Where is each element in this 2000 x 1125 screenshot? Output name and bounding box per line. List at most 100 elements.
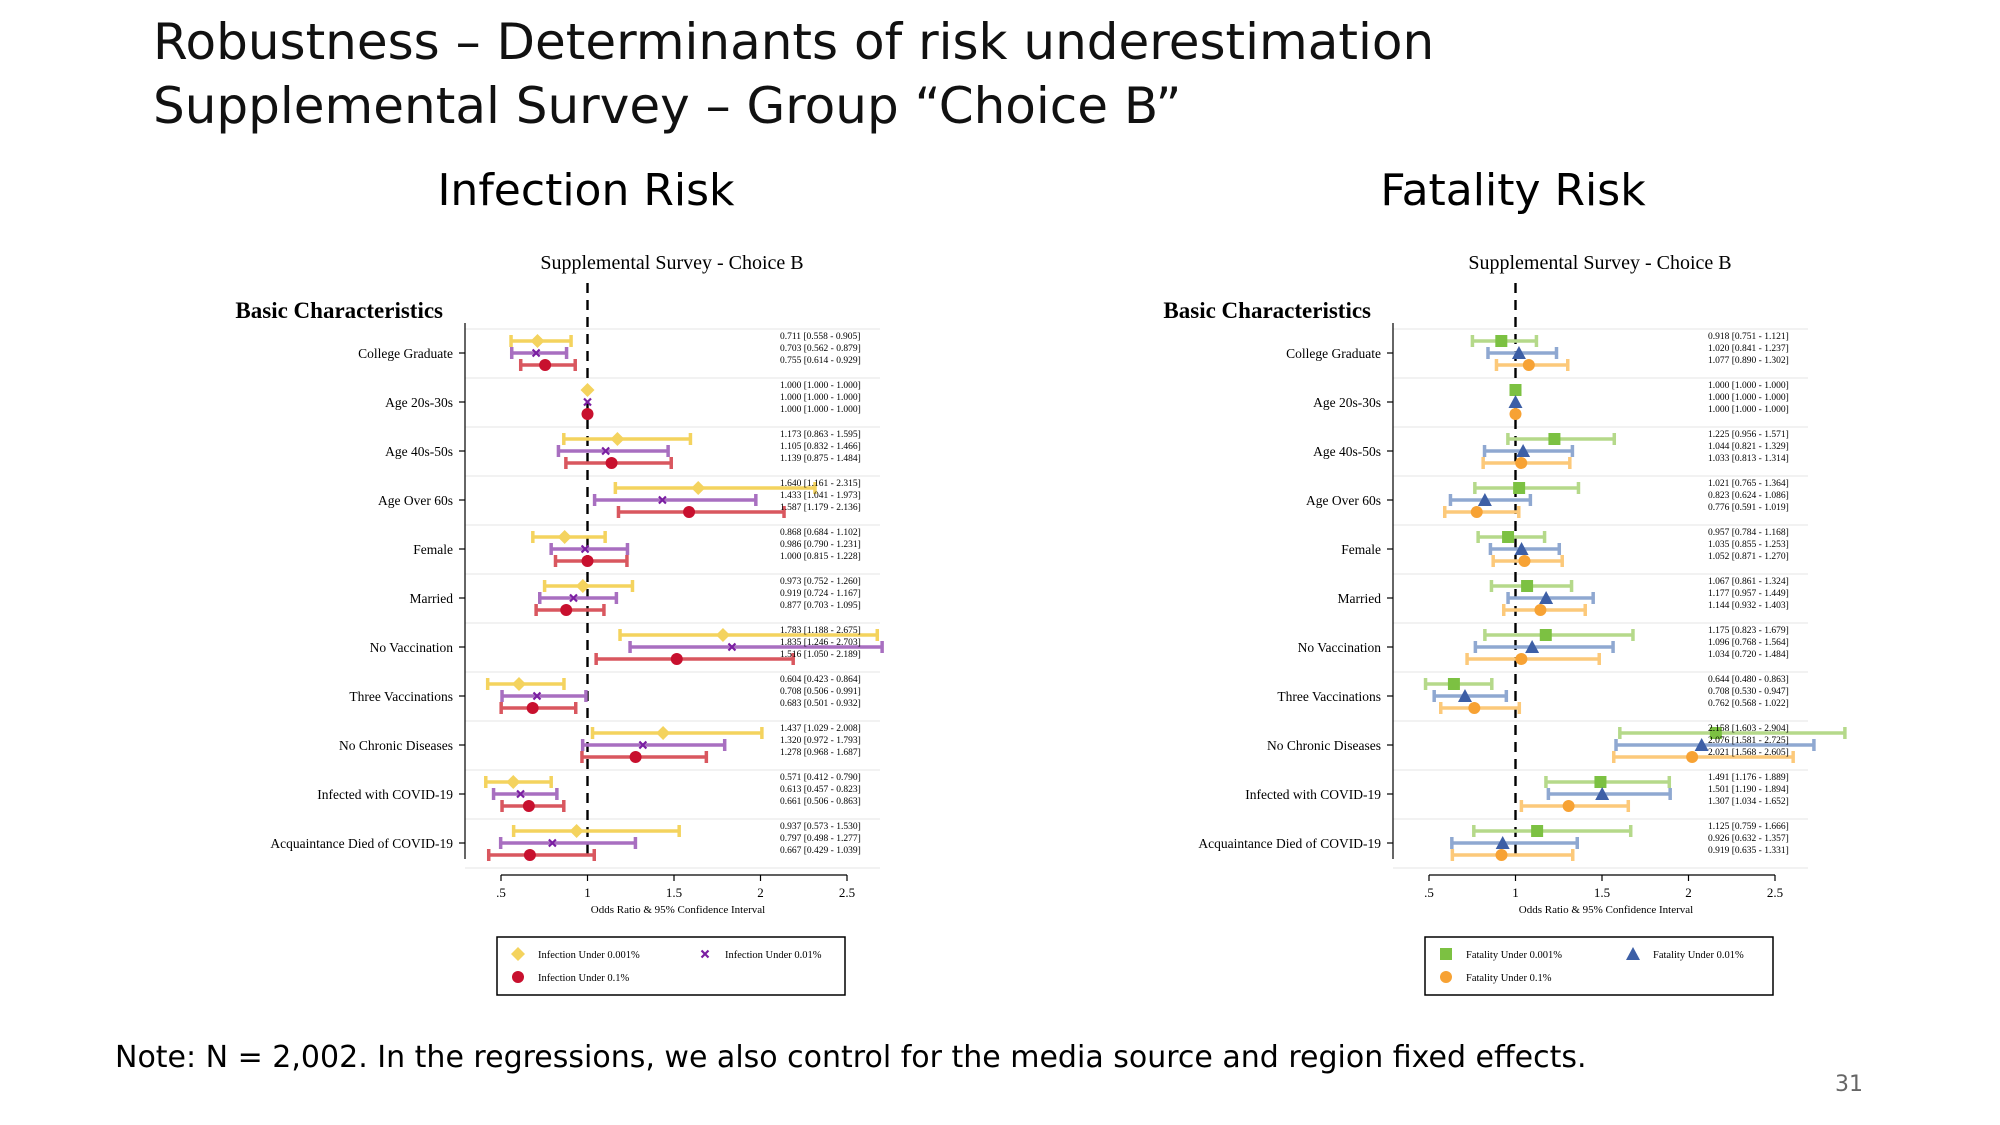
legend-label: Infection Under 0.1% [538,973,630,984]
point-married [1534,604,1547,616]
point-acquaintance-died-of-covid-19 [523,849,536,861]
ci-value-label: 1.144 [0.932 - 1.403] [1708,601,1789,611]
legend-box [496,936,846,996]
y-tick-label-age-40s-50s: Age 40s-50s [385,444,453,459]
x-tick-label: 2.5 [839,885,855,900]
y-tick-label-college-graduate: College Graduate [1286,346,1381,361]
point-college-graduate [1495,335,1508,347]
point-female [1518,555,1531,567]
section-label: Basic Characteristics [1163,298,1371,323]
legend-marker-fatality-under-0-01 [1626,947,1640,960]
ci-value-label: 0.711 [0.558 - 0.905] [780,332,860,342]
point-married [1521,580,1534,592]
y-tick-label-acquaintance-died-of-covid-19: Acquaintance Died of COVID-19 [1198,836,1381,851]
point-three-vaccinations [1468,702,1481,714]
point-age-40s-50s [1515,457,1528,469]
ci-value-label: 1.000 [1.000 - 1.000] [780,393,861,403]
y-tick-label-married: Married [1338,591,1382,606]
point-acquaintance-died-of-covid-19 [569,824,584,838]
ci-value-label: 1.640 [1.161 - 2.315] [780,479,861,489]
point-no-chronic-diseases [638,740,648,750]
ci-value-label: 1.587 [1.179 - 2.136] [780,503,861,513]
ci-value-label: 0.973 [0.752 - 1.260] [780,577,861,587]
ci-value-label: 1.278 [0.968 - 1.687] [780,748,861,758]
ci-value-label: 1.225 [0.956 - 1.571] [1708,430,1789,440]
ci-value-label: 0.571 [0.412 - 0.790] [780,773,861,783]
legend-box [1424,936,1774,996]
ci-value-label: 1.516 [1.050 - 2.189] [780,650,861,660]
ci-value-label: 1.034 [0.720 - 1.484] [1708,650,1789,660]
point-age-40s-50s [1548,433,1561,445]
ci-value-label: 0.877 [0.703 - 1.095] [780,601,861,611]
ci-value-label: 0.926 [0.632 - 1.357] [1708,834,1789,844]
legend-label: Fatality Under 0.1% [1466,973,1552,984]
ci-value-label: 1.000 [0.815 - 1.228] [780,552,861,562]
point-infected-with-covid-19 [522,800,535,812]
ci-value-label: 0.919 [0.635 - 1.331] [1708,846,1789,856]
ci-value-label: 1.173 [0.863 - 1.595] [780,430,861,440]
point-college-graduate [1522,359,1535,371]
ci-value-label: 0.919 [0.724 - 1.167] [780,589,861,599]
legend-marker-fatality-under-0-1 [1440,971,1452,983]
x-tick-label: 1 [1512,885,1519,900]
ci-value-label: 0.703 [0.562 - 0.879] [780,344,861,354]
ci-value-label: 1.021 [0.765 - 1.364] [1708,479,1789,489]
point-female [557,530,572,544]
y-tick-label-female: Female [1341,542,1381,557]
ci-value-label: 0.868 [0.684 - 1.102] [780,528,861,538]
point-female [580,544,590,554]
series-fatality-under-0-01: 1.020 [0.841 - 1.237] 1.000 [1.000 - 1.00… [1432,344,1816,849]
ci-value-label: 0.823 [0.624 - 1.086] [1708,491,1789,501]
y-tick-label-acquaintance-died-of-covid-19: Acquaintance Died of COVID-19 [270,836,453,851]
point-age-20s-30s [583,397,592,407]
ci-value-label: 0.762 [0.568 - 1.022] [1708,699,1789,709]
series-fatality-under-0-001: 0.918 [0.751 - 1.121] 1.000 [1.000 - 1.00… [1423,332,1847,837]
point-age-20s-30s [580,383,595,397]
y-tick-label-age-over-60s: Age Over 60s [1306,493,1381,508]
ci-value-label: 1.125 [0.759 - 1.666] [1708,822,1789,832]
y-tick-label-no-chronic-diseases: No Chronic Diseases [339,738,453,753]
point-no-chronic-diseases [656,726,671,740]
ci-value-label: 0.661 [0.506 - 0.863] [780,797,861,807]
point-married [560,604,573,616]
point-college-graduate [1511,346,1526,359]
point-age-over-60s [1470,506,1483,518]
ci-value-label: 0.683 [0.501 - 0.932] [780,699,861,709]
y-tick-label-age-20s-30s: Age 20s-30s [1313,395,1381,410]
fatality-risk-chart: Supplemental Survey - Choice B Basic Char… [1163,252,1847,996]
ci-value-label: 0.776 [0.591 - 1.019] [1708,503,1789,513]
ci-value-label: 1.096 [0.768 - 1.564] [1708,638,1789,648]
point-college-graduate [530,334,545,348]
y-tick-label-infected-with-covid-19: Infected with COVID-19 [1245,787,1381,802]
ci-value-label: 0.613 [0.457 - 0.823] [780,785,861,795]
point-no-vaccination [715,628,730,642]
chart-title: Supplemental Survey - Choice B [1468,252,1731,274]
x-tick-label: 2 [1685,885,1692,900]
x-tick-label: .5 [496,885,506,900]
ci-value-label: 1.000 [1.000 - 1.000] [780,381,861,391]
point-female [1502,531,1515,543]
y-tick-label-age-20s-30s: Age 20s-30s [385,395,453,410]
fatality-risk-panel-title: Fatality Risk [1380,165,1646,216]
point-acquaintance-died-of-covid-19 [1495,836,1510,849]
y-tick-label-female: Female [413,542,453,557]
legend-label: Infection Under 0.01% [725,950,822,961]
point-age-over-60s [1513,482,1526,494]
point-no-chronic-diseases [1709,727,1722,739]
point-acquaintance-died-of-covid-19 [1495,849,1508,861]
series-infection-under-0-001: 0.711 [0.558 - 0.905] 1.000 [1.000 - 1.00… [484,332,880,838]
legend-label: Infection Under 0.001% [538,950,640,961]
ci-value-label: 0.667 [0.429 - 1.039] [780,846,861,856]
y-tick-label-no-vaccination: No Vaccination [1298,640,1382,655]
ci-value-label: 1.433 [1.041 - 1.973] [780,491,861,501]
y-tick-label-three-vaccinations: Three Vaccinations [349,689,453,704]
x-tick-label: 1 [584,885,591,900]
point-age-40s-50s [601,446,610,456]
point-age-20s-30s [1509,384,1522,396]
point-age-over-60s [691,481,706,495]
y-tick-label-three-vaccinations: Three Vaccinations [1277,689,1381,704]
point-age-40s-50s [1516,444,1531,457]
point-college-graduate [539,359,552,371]
ci-value-label: 0.708 [0.530 - 0.947] [1708,687,1789,697]
ci-value-label: 0.644 [0.480 - 0.863] [1708,675,1789,685]
